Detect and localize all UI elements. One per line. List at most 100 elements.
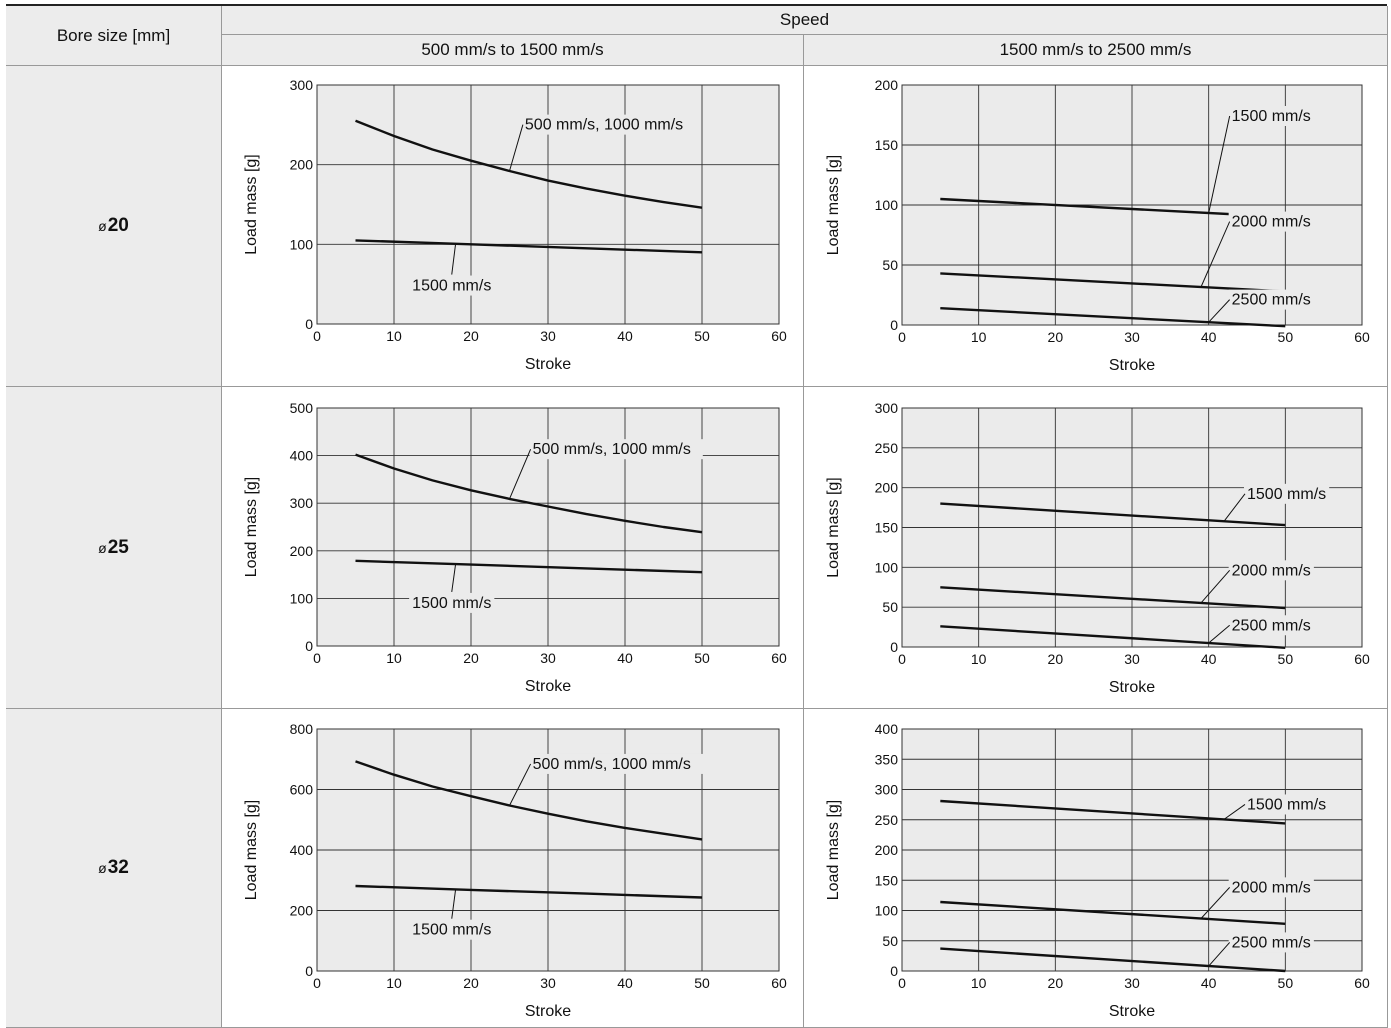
annotation-background [1228,211,1314,232]
series-line [940,586,1286,610]
y-tick-label: 100 [875,197,899,213]
speed-range-1-header: 500 mm/s to 1500 mm/s [222,35,804,66]
y-tick-label: 150 [875,137,899,153]
x-tick-label: 20 [1048,329,1064,345]
speed-range-2-header: 1500 mm/s to 2500 mm/s [804,35,1388,66]
x-tick-label: 50 [1278,975,1294,991]
leader-line [1200,221,1231,288]
annotation-background [409,919,495,940]
x-tick-label: 30 [540,975,556,991]
y-tick-label: 200 [875,77,899,93]
x-tick-label: 0 [313,975,321,991]
y-tick-label: 300 [875,782,899,798]
x-tick-label: 0 [313,650,321,666]
series-line [355,453,703,534]
x-tick-label: 20 [463,650,479,666]
series-annotation-label: 2500 mm/s [1232,617,1311,634]
x-tick-label: 10 [386,650,402,666]
series-annotation-label: 1500 mm/s [412,595,491,612]
y-tick-label: 500 [290,400,314,416]
leader-line [1208,624,1230,644]
y-tick-label: 0 [305,638,313,654]
annotation-background [529,439,703,460]
diameter-symbol: ø [98,218,107,234]
chart-cell-r2c2: 0 10 20 30 40 50 60 0 50 100 150 200 250 300 Stroke Loa… [804,387,1388,709]
bore-value: 20 [107,215,129,236]
series-annotation-label: 2500 mm/s [1232,934,1311,951]
x-tick-label: 60 [1354,651,1370,667]
y-tick-label: 0 [890,639,898,655]
series-line [940,625,1286,649]
x-tick-label: 60 [1354,329,1370,345]
x-axis-label: Stroke [525,678,571,695]
y-axis-label: Load mass [g] [825,800,842,901]
speed-header: Speed [222,6,1388,35]
x-tick-label: 10 [971,329,987,345]
y-tick-label: 50 [882,257,898,273]
annotation-background [409,592,495,613]
bore-value: 25 [107,536,129,558]
annotation-background [1228,289,1314,310]
series-annotation-label: 500 mm/s, 1000 mm/s [533,441,691,458]
bore-value: 32 [107,857,129,878]
chart-cell-r3c1: 0 10 20 30 40 50 60 0 200 400 600 800 Stroke Load mas… [222,709,804,1028]
chart-r3c2: 0 10 20 30 40 50 60 0 50 100 150 200 250 300 350 400 Str… [825,721,1370,1020]
x-axis-label: Stroke [525,1003,571,1020]
y-axis-label: Load mass [g] [825,477,842,578]
x-tick-label: 40 [617,975,633,991]
annotation-background [1244,483,1330,504]
y-tick-label: 0 [890,963,898,979]
x-tick-label: 0 [898,975,906,991]
x-tick-label: 0 [313,328,321,344]
series-line [940,799,1286,825]
y-tick-label: 800 [290,721,314,737]
series-annotation-label: 500 mm/s, 1000 mm/s [533,756,691,773]
series-annotation-label: 2000 mm/s [1232,879,1311,896]
y-tick-label: 400 [290,448,314,464]
leader-line [509,448,532,500]
y-tick-label: 50 [882,599,898,615]
series-annotation-label: 500 mm/s, 1000 mm/s [525,117,683,134]
y-axis-label: Load mass [g] [825,155,842,256]
leader-line [1208,942,1231,967]
leader-line [509,124,524,172]
series-line [940,272,1286,293]
x-tick-label: 40 [1201,651,1217,667]
y-tick-label: 0 [305,963,313,979]
leader-line [1223,804,1246,820]
leader-line [1208,299,1231,323]
y-tick-label: 100 [290,236,314,252]
x-tick-label: 30 [1124,329,1140,345]
x-tick-label: 60 [771,328,787,344]
series-line [355,760,703,841]
y-axis-label: Load mass [g] [243,154,260,255]
y-tick-label: 0 [890,317,898,333]
annotation-background [1228,932,1314,953]
leader-line [451,564,457,592]
series-line [355,559,703,574]
bore-size-32: ø 32 [6,709,222,1028]
annotation-background [1228,877,1314,898]
leader-line [1200,569,1231,604]
series-annotation-label: 1500 mm/s [1232,108,1311,125]
series-line [355,884,703,899]
chart-cell-r1c2: 0 10 20 30 40 50 60 0 50 100 150 200 Stroke Load mass… [804,66,1388,387]
y-tick-label: 150 [875,872,899,888]
leader-line [509,763,532,806]
x-tick-label: 30 [1124,975,1140,991]
y-tick-label: 200 [875,842,899,858]
series-annotation-label: 1500 mm/s [1247,796,1326,813]
y-tick-label: 100 [875,903,899,919]
bore-size-25: ø 25 [6,387,222,709]
x-tick-label: 40 [1201,975,1217,991]
x-tick-label: 30 [1124,651,1140,667]
y-tick-label: 350 [875,751,899,767]
y-tick-label: 300 [290,77,314,93]
x-tick-label: 0 [898,651,906,667]
x-tick-label: 20 [1048,975,1064,991]
chart-cell-r3c2: 0 10 20 30 40 50 60 0 50 100 150 200 250 300 350 400 Str… [804,709,1388,1028]
series-annotation-label: 1500 mm/s [412,922,491,939]
x-tick-label: 30 [540,650,556,666]
series-line [355,119,703,209]
